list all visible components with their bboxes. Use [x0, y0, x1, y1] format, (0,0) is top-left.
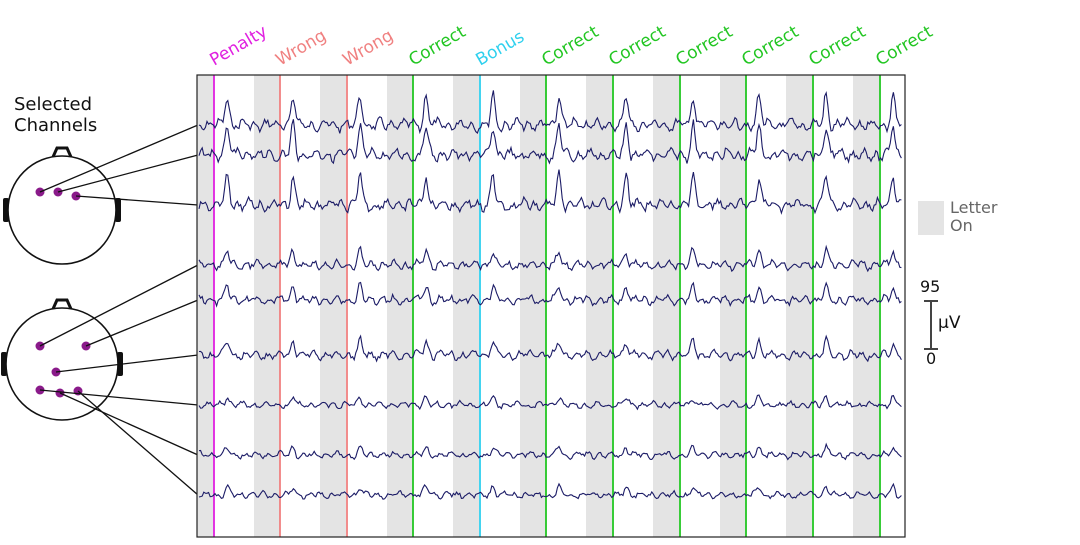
connector-line-4 — [39, 264, 199, 347]
trial-label-1: Penalty — [207, 22, 271, 71]
head-ear-left — [1, 352, 7, 376]
head-nose — [51, 298, 73, 310]
connector-line-5 — [85, 299, 199, 347]
trial-label-11: Correct — [873, 22, 937, 71]
trial-label-6: Correct — [539, 22, 603, 71]
trial-label-4: Correct — [406, 22, 470, 71]
connector-line-7 — [39, 389, 199, 406]
scale-bottom-value: 0 — [926, 349, 937, 368]
trial-marker-lines — [213, 75, 881, 537]
eeg-trace-channel-6 — [198, 334, 902, 363]
panel-border — [196, 74, 906, 538]
scale-line — [930, 300, 932, 348]
connector-line-3 — [75, 195, 199, 206]
connector-line-1 — [39, 124, 199, 193]
legend-swatch — [918, 201, 944, 235]
eeg-trace-channel-7 — [198, 394, 902, 411]
connector-line-6 — [55, 354, 199, 373]
letter-on-band — [786, 75, 812, 537]
selected-channels-title: Selected Channels — [14, 94, 98, 136]
eeg-trace-channel-2 — [198, 119, 902, 165]
scale-unit: μV — [938, 313, 961, 333]
eeg-traces — [198, 90, 902, 500]
eeg-trace-channel-5 — [198, 281, 902, 308]
letter-on-shading-group — [197, 75, 879, 537]
trial-label-8: Correct — [673, 22, 737, 71]
trial-labels: Penalty Wrong Wrong Correct Bonus Correct Corr… — [207, 22, 937, 71]
eeg-trace-panel — [196, 74, 906, 538]
scale-cap-bottom — [924, 348, 938, 350]
letter-on-band — [720, 75, 746, 537]
scale-top-value: 95 — [920, 277, 941, 296]
amplitude-scale-bar: 95 μV 0 — [918, 277, 988, 373]
letter-on-band — [254, 75, 280, 537]
letter-on-band — [853, 75, 879, 537]
letter-on-band — [653, 75, 679, 537]
letter-on-band — [586, 75, 612, 537]
head-nose — [51, 146, 73, 158]
trial-label-9: Correct — [739, 22, 803, 71]
trial-label-7: Correct — [606, 22, 670, 71]
eeg-trace-channel-8 — [198, 442, 902, 461]
eeg-trace-channel-4 — [198, 244, 902, 273]
legend-letter-on-text: Letter On — [950, 198, 998, 235]
letter-on-band — [197, 75, 214, 537]
connector-line-9 — [77, 390, 199, 496]
trial-label-2: Wrong — [273, 26, 330, 71]
eeg-trace-channel-3 — [198, 169, 902, 215]
head-ear-left — [3, 198, 9, 222]
eeg-trace-channel-9 — [198, 482, 902, 500]
connector-line-2 — [57, 154, 199, 193]
eeg-trace-channel-1 — [198, 90, 902, 135]
trial-label-3: Wrong — [340, 26, 397, 71]
letter-on-band — [453, 75, 479, 537]
head-outline — [7, 155, 117, 265]
connector-line-8 — [59, 392, 199, 456]
trial-label-5: Bonus — [473, 27, 529, 71]
trial-label-10: Correct — [806, 22, 870, 71]
head-ear-right — [115, 198, 121, 222]
legend-letter-on: Letter On — [918, 199, 1038, 239]
channel-connector-lines — [39, 124, 199, 496]
head-diagram-bottom — [1, 298, 123, 421]
letter-on-band — [320, 75, 346, 537]
head-diagram-top — [3, 146, 121, 265]
letter-on-band — [387, 75, 413, 537]
head-outline — [5, 307, 119, 421]
letter-on-band — [520, 75, 546, 537]
